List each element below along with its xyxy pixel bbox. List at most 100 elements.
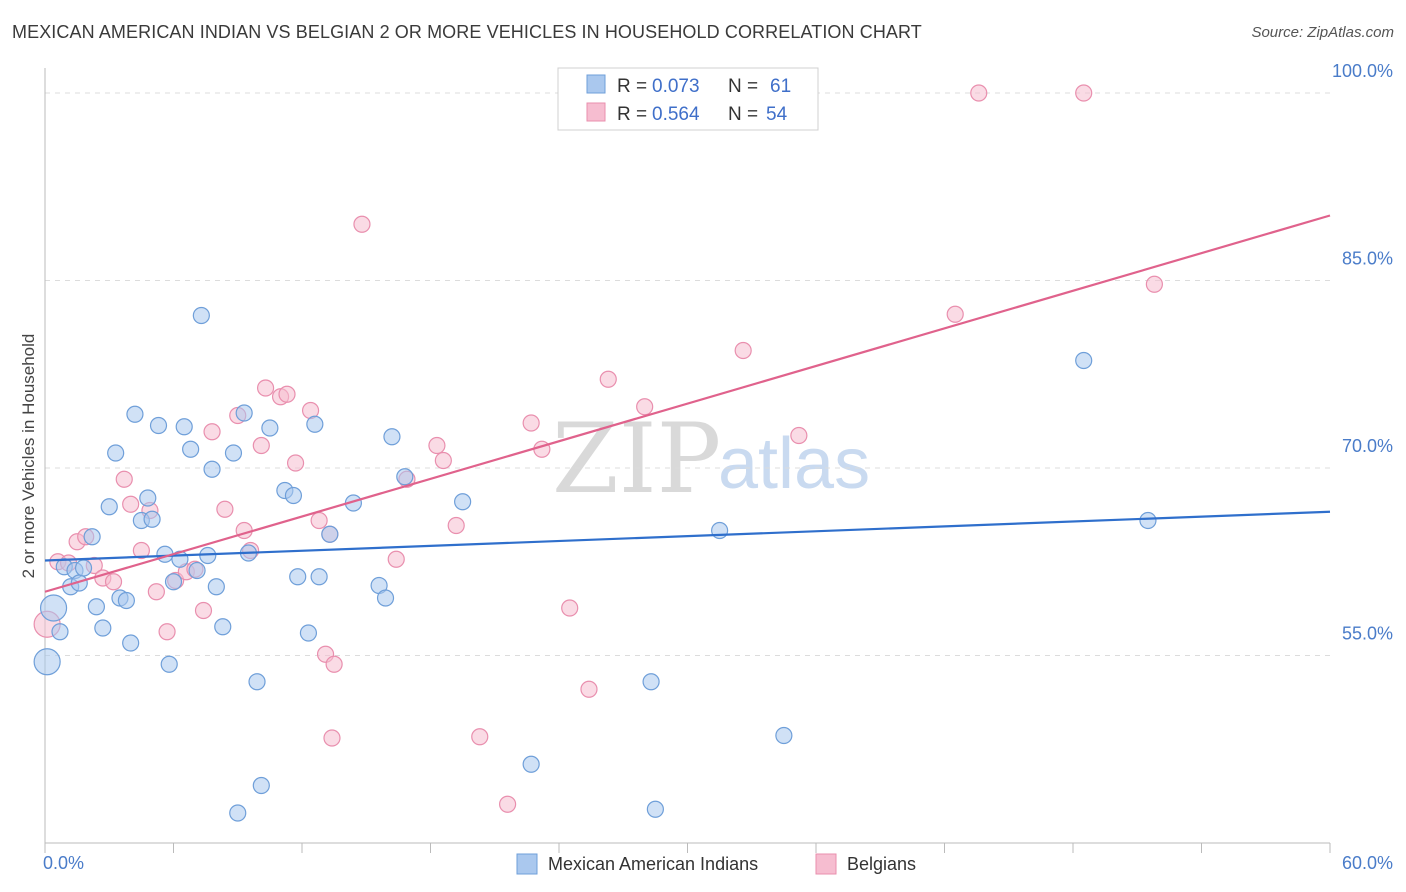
data-point [252,436,270,455]
data-point [160,655,178,673]
data-point [642,673,660,691]
data-point [164,573,183,591]
data-point [278,385,296,403]
correlation-legend: R = 0.073 N = 61 R = 0.564 N = 54 [557,67,819,131]
legend-n-label-blue: N = [728,76,758,97]
data-point [216,500,234,518]
data-point [946,305,964,323]
x-tick-label-min: 0.0% [43,853,84,873]
gridlines [45,92,1330,656]
source-label: Source: ZipAtlas.com [1251,24,1394,41]
data-point [126,405,144,423]
legend-swatch-pink [586,102,606,122]
legend-r-value-blue: 0.073 [652,76,700,97]
data-point [214,618,232,636]
data-point [139,489,157,507]
data-point [115,470,133,488]
data-point [175,418,193,436]
watermark-zip: ZIP [552,403,721,515]
data-point [39,594,68,622]
legend-n-label-pink: N = [728,104,758,125]
data-point [104,573,123,591]
data-point [306,415,324,433]
bottom-legend-swatch-blue [516,853,538,875]
data-point [522,755,540,773]
data-point [790,426,808,445]
legend-n-value-blue: 61 [770,76,791,97]
data-point [74,559,93,577]
data-point [299,624,318,642]
data-point [646,800,664,818]
data-point [203,423,221,441]
data-point [321,525,339,543]
data-point [323,729,341,747]
data-point [188,561,206,580]
data-point [182,440,200,458]
data-point [1139,511,1157,530]
x-tick-label-max: 60.0% [1342,853,1393,873]
data-point [122,495,140,513]
data-point [376,589,395,607]
y-tick-label: 55.0% [1342,624,1393,644]
data-point [117,591,135,610]
trend-line-belgians [44,214,1331,593]
trend-line-mexican-american-indians [44,510,1331,562]
data-point [353,215,371,233]
data-point [471,728,489,746]
data-point [256,379,275,397]
series-legend: Mexican American Indians Belgians [516,853,916,875]
data-point [734,341,752,360]
data-point [122,634,140,652]
data-point [970,84,988,102]
bottom-legend-label-pink: Belgians [847,854,916,874]
y-tick-label: 85.0% [1342,249,1393,269]
data-point [83,528,101,546]
legend-r-value-pink: 0.564 [652,104,700,125]
watermark: ZIP atlas [552,403,870,515]
data-point [203,460,221,478]
data-point [499,795,517,813]
data-point [454,493,472,511]
data-point [224,444,243,462]
data-point [192,306,210,325]
data-point [396,468,414,486]
data-point [636,398,654,416]
data-point [51,623,69,641]
trend-lines [44,214,1331,593]
data-point [100,498,118,516]
chart-title: MEXICAN AMERICAN INDIAN VS BELGIAN 2 OR … [12,22,922,42]
data-point [599,370,617,388]
legend-r-label-blue: R = [617,76,647,97]
legend-swatch-blue [586,74,606,94]
data-point [87,598,106,616]
data-point [434,451,452,470]
data-point [149,416,168,435]
data-point [132,541,150,560]
data-point [284,486,303,505]
data-point [580,680,598,698]
bottom-legend-swatch-pink [815,853,837,875]
data-point [261,419,279,437]
data-point [775,726,793,745]
y-tick-label: 100.0% [1332,61,1393,81]
data-point [289,568,307,586]
data-point [447,516,465,535]
data-point [143,510,161,528]
data-point [229,804,247,822]
data-point [561,599,579,617]
data-point [235,404,253,422]
data-point [252,776,270,795]
series-mexican-american-indians [33,84,1157,822]
data-point [1075,351,1093,370]
y-axis-label: 2 or more Vehicles in Household [19,334,38,579]
legend-n-value-pink: 54 [766,104,788,125]
data-point [207,578,225,596]
data-point [522,414,540,432]
data-point [310,511,328,530]
data-point [107,444,125,462]
data-point [147,583,165,601]
data-point [33,648,61,676]
data-point [428,436,446,455]
data-point [286,454,305,472]
axes [44,68,1331,853]
